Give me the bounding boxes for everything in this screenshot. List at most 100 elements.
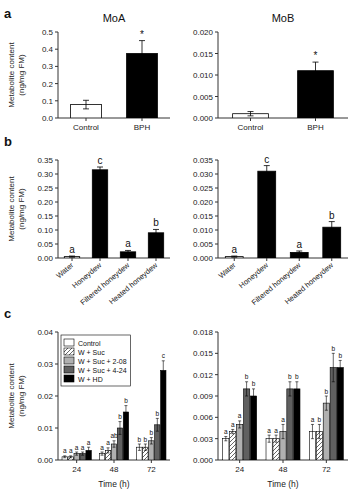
bar	[294, 389, 300, 460]
y-tick-label: 0.5	[42, 28, 54, 37]
bar	[323, 403, 329, 460]
x-tick-label: Heated honeydew	[107, 260, 160, 306]
significance-letter: a	[274, 427, 278, 434]
error-bar	[107, 448, 110, 453]
y-tick-label: 0.006	[193, 413, 214, 422]
error-bar	[113, 441, 116, 447]
y-tick-label: 0.15	[37, 212, 53, 221]
bar	[148, 233, 163, 258]
x-tick-label: Heated honeydew	[283, 260, 336, 306]
x-tick	[100, 258, 101, 261]
bar	[258, 171, 276, 258]
error-bar	[139, 41, 145, 67]
error-bar	[325, 396, 328, 410]
error-bar	[329, 222, 335, 233]
y-tick-label: 0.010	[193, 71, 214, 80]
bar	[64, 257, 79, 258]
error-bar	[153, 229, 159, 236]
legend-frame	[61, 335, 131, 386]
x-tick	[142, 118, 143, 121]
y-tick-label: 0.20	[37, 198, 53, 207]
x-tick	[151, 460, 152, 463]
annotations: aaaaabaabbbbbbb	[224, 345, 342, 435]
y-axis	[218, 332, 219, 460]
x-tick	[114, 460, 115, 463]
plot-area	[225, 166, 340, 258]
x-tick	[128, 258, 129, 261]
y-tick-label: 0.015	[193, 212, 214, 221]
significance-letter: b	[245, 373, 249, 380]
significance-letter: a	[281, 416, 285, 423]
significance-letter: a	[81, 444, 85, 451]
background	[0, 0, 354, 500]
error-bar	[318, 424, 321, 438]
y-tick-label: 0.3	[42, 62, 54, 71]
bar	[223, 439, 229, 460]
y-tick-label: 0.020	[193, 28, 214, 37]
annotation: b	[329, 210, 335, 221]
x-tick-label: BPH	[134, 123, 151, 132]
x-tick-label: Water	[217, 260, 238, 280]
y-tick-label: 0.035	[193, 156, 214, 165]
figure: 0.00.10.20.30.40.5ControlBPH*MoAaMetabol…	[0, 0, 354, 500]
y-axis-label-line: (ng/mg FM)	[17, 375, 26, 417]
error-bar	[224, 437, 227, 441]
significance-letter: b	[150, 429, 154, 436]
y-tick-label: 0.2	[42, 80, 54, 89]
annotation: *	[314, 50, 318, 61]
annotation: c	[98, 155, 103, 166]
y-axis-label-line: Metabolite content	[7, 363, 16, 429]
annotation: *	[140, 29, 144, 40]
y-tick-label: 0.1	[42, 97, 54, 106]
y-axis-label-line: (ng/mg FM)	[17, 188, 26, 230]
error-bar	[295, 382, 298, 396]
plot-area	[71, 41, 158, 118]
significance-letter: a	[63, 447, 67, 454]
significance-letter: b	[138, 436, 142, 443]
error-bar	[156, 418, 159, 431]
bar	[337, 368, 343, 460]
y-tick-label: 0.003	[193, 435, 214, 444]
y-tick-label: 0.35	[37, 156, 53, 165]
error-bar	[248, 112, 254, 116]
error-bar	[69, 256, 75, 257]
y-tick-label: 0.015	[193, 349, 214, 358]
bar	[123, 412, 128, 460]
annotation: a	[296, 239, 302, 250]
significance-letter: b	[118, 413, 122, 420]
error-bar	[313, 62, 319, 79]
x-axis-label: Time (h)	[267, 479, 298, 489]
panel: 0.0000.0050.0100.0150.020ControlBPH*MoB	[193, 12, 348, 132]
significance-letter: b	[288, 373, 292, 380]
y-tick-label: 0.005	[193, 93, 214, 102]
y-tick-label: 0.025	[193, 184, 214, 193]
panel: 0.0000.0030.0060.0090.0120.0150.01824487…	[193, 328, 348, 489]
significance-letter: b	[252, 380, 256, 387]
y-tick-label: 0.012	[193, 371, 214, 380]
bar	[92, 170, 107, 258]
legend: ControlW + SucW + Suc + 2-08W + Suc + 4-…	[61, 335, 131, 386]
x-tick-label: Control	[238, 123, 264, 132]
x-tick-label: 72	[147, 465, 156, 474]
error-bar	[138, 444, 141, 450]
error-bar	[282, 424, 285, 438]
bar	[243, 389, 249, 460]
error-bar	[231, 256, 237, 257]
legend-swatch	[64, 375, 74, 382]
x-tick-label: 72	[322, 465, 331, 474]
error-bar	[118, 422, 121, 435]
error-bar	[339, 360, 342, 374]
x-tick	[156, 258, 157, 261]
error-bar	[264, 166, 270, 177]
x-tick	[250, 118, 251, 121]
y-tick-label: 0.005	[193, 240, 214, 249]
y-axis-label: Metabolite content(ng/mg FM)	[7, 42, 26, 108]
legend-label: W + HD	[78, 376, 103, 383]
error-bar	[162, 361, 165, 380]
legend-swatch	[64, 348, 74, 355]
error-bar	[268, 435, 271, 442]
bar	[225, 257, 243, 258]
y-tick-label: 0.018	[193, 328, 214, 337]
error-bar	[97, 167, 103, 173]
error-bar	[238, 421, 241, 428]
